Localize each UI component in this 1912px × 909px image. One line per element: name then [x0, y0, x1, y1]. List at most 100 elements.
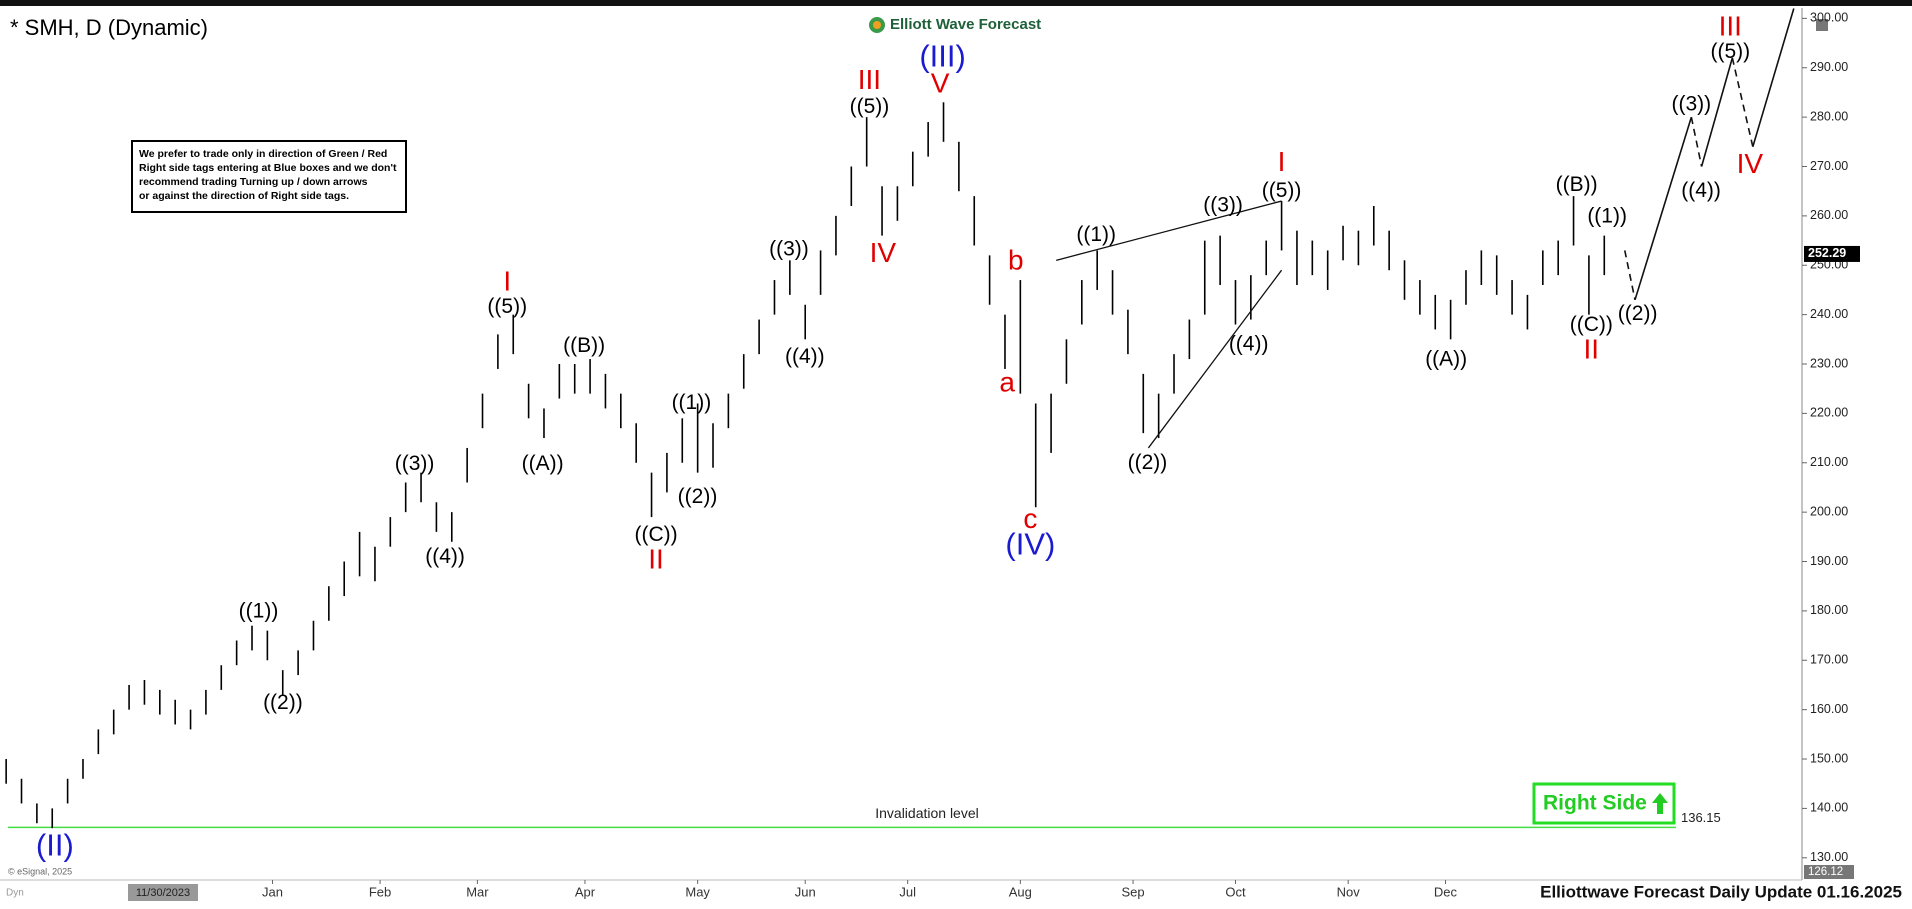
wave-label: ((3)) [1203, 194, 1243, 217]
scale-bottom: 126.12 [1808, 866, 1843, 878]
wave-label: ((A)) [522, 452, 564, 475]
projection-segment [1623, 250, 1636, 300]
wave-label: III [858, 64, 881, 95]
wave-label: b [1008, 245, 1024, 276]
cursor-date: 11/30/2023 [136, 887, 190, 899]
x-tick-label: Jan [262, 884, 283, 899]
top-bar [0, 0, 1912, 6]
wave-label: ((B)) [1556, 173, 1598, 196]
wave-label: III [1719, 10, 1742, 41]
wave-label: ((2)) [1128, 451, 1168, 474]
y-tick-label: 210.00 [1810, 455, 1848, 469]
y-tick-label: 280.00 [1810, 109, 1848, 123]
wave-label: ((4)) [785, 345, 825, 368]
wave-label: ((3)) [395, 452, 435, 475]
x-tick-label: Nov [1337, 884, 1361, 899]
y-tick-label: 270.00 [1810, 159, 1848, 173]
y-tick-label: 260.00 [1810, 208, 1848, 222]
y-tick-label: 170.00 [1810, 653, 1848, 667]
wave-label: ((5)) [487, 295, 527, 318]
wave-label: ((1)) [1587, 205, 1627, 228]
y-tick-label: 200.00 [1810, 504, 1848, 518]
right-side-box [1532, 782, 1676, 825]
note-line: We prefer to trade only in direction of … [139, 148, 387, 160]
wave-label: (IV) [1005, 526, 1055, 561]
x-tick-label: Sep [1121, 884, 1144, 899]
x-tick-label: Feb [369, 884, 391, 899]
wave-label: ((1)) [1076, 223, 1116, 246]
chart-title: * SMH, D (Dynamic) [10, 15, 208, 40]
wave-label: ((4)) [1681, 179, 1721, 202]
invalidation-text: Invalidation level [875, 805, 979, 821]
wave-label: II [1584, 334, 1600, 365]
note-line: Right side tags entering at Blue boxes a… [139, 162, 397, 174]
wave-label: ((4)) [1229, 333, 1269, 356]
logo-text: Elliott Wave Forecast [890, 16, 1041, 33]
wave-label: ((3)) [769, 238, 809, 261]
x-tick-label: Jul [899, 884, 916, 899]
x-tick-label: Oct [1225, 884, 1246, 899]
footer: Elliottwave Forecast Daily Update 01.16.… [1540, 882, 1902, 901]
y-tick-label: 240.00 [1810, 307, 1848, 321]
wave-label: ((1)) [672, 391, 712, 414]
wave-label: II [648, 543, 664, 574]
x-tick-label: May [685, 884, 710, 899]
note-line: or against the direction of Right side t… [139, 190, 349, 202]
y-tick-label: 290.00 [1810, 60, 1848, 74]
wave-label: ((C)) [1570, 313, 1613, 336]
x-tick-label: Jun [795, 884, 816, 899]
wave-label: ((2)) [263, 691, 303, 714]
wave-label: ((2)) [1618, 302, 1658, 325]
y-tick-label: 130.00 [1810, 850, 1848, 864]
note-line: recommend trading Turning up / down arro… [139, 176, 368, 188]
projection-segment [1634, 116, 1693, 301]
wave-label: ((5)) [1710, 40, 1750, 63]
y-tick-label: 140.00 [1810, 801, 1848, 815]
y-tick-label: 300.00 [1810, 11, 1848, 25]
wave-label: I [1278, 146, 1286, 177]
settings-icon [1816, 19, 1828, 31]
copyright: © eSignal, 2025 [8, 866, 72, 876]
projection-segment [1731, 57, 1754, 147]
wave-label: ((4)) [425, 545, 465, 568]
y-tick-label: 220.00 [1810, 406, 1848, 420]
wave-label: ((B)) [563, 334, 605, 357]
right-side-arrow [1652, 793, 1668, 814]
wave-label: IV [870, 237, 897, 268]
wave-label: IV [1737, 148, 1764, 179]
y-tick-label: 190.00 [1810, 554, 1848, 568]
wave-label: (III) [919, 39, 966, 74]
x-tick-label: Mar [466, 884, 489, 899]
y-tick-label: 180.00 [1810, 603, 1848, 617]
x-tick-label: Apr [575, 884, 596, 899]
note-box [131, 140, 407, 213]
wave-label: (II) [36, 828, 74, 863]
right-side-text: Right Side [1543, 792, 1647, 815]
trendline [1147, 269, 1283, 449]
wave-label: ((5)) [1262, 179, 1302, 202]
y-tick-label: 160.00 [1810, 702, 1848, 716]
wave-label: ((3)) [1671, 92, 1711, 115]
scale-bottom-tag [1804, 865, 1854, 879]
trendline [1056, 200, 1282, 261]
last-price-tag [1804, 245, 1860, 262]
wave-label: ((1)) [239, 600, 279, 623]
projection-segment [1752, 8, 1795, 147]
y-tick-label: 150.00 [1810, 751, 1848, 765]
cursor-date-box [128, 884, 198, 901]
wave-label: ((2)) [678, 485, 718, 508]
wave-label: c [1023, 503, 1037, 534]
wave-label: ((5)) [850, 95, 890, 118]
projection-segment [1690, 116, 1703, 167]
mode-label: Dyn [6, 888, 24, 899]
wave-label: I [503, 265, 511, 296]
invalidation-price: 136.15 [1681, 810, 1721, 825]
wave-label: ((A)) [1425, 347, 1467, 370]
y-tick-label: 230.00 [1810, 356, 1848, 370]
x-tick-label: Dec [1434, 884, 1458, 899]
projection-segment [1700, 57, 1734, 167]
x-tick-label: Aug [1009, 884, 1032, 899]
